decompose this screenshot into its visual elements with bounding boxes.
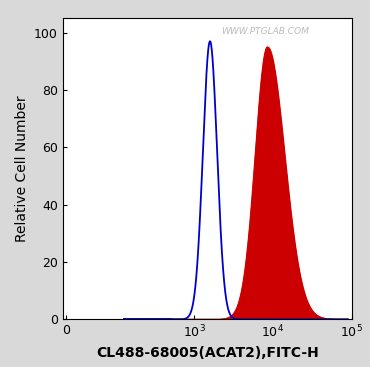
Text: WWW.PTGLAB.COM: WWW.PTGLAB.COM xyxy=(222,28,309,36)
Y-axis label: Relative Cell Number: Relative Cell Number xyxy=(14,95,28,242)
X-axis label: CL488-68005(ACAT2),FITC-H: CL488-68005(ACAT2),FITC-H xyxy=(96,346,319,360)
